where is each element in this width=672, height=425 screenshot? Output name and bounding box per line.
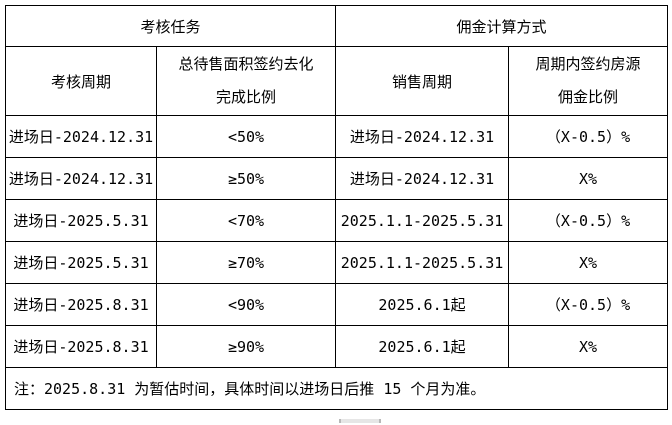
cell-commission-ratio: （X-0.5）% bbox=[508, 199, 669, 242]
header-line: 佣金比例 bbox=[558, 88, 619, 106]
table-header-row-columns: 考核周期 总待售面积签约去化 完成比例 销售周期 周期内签约房源 佣金比例 bbox=[5, 46, 669, 116]
cell-completion-ratio: ≥90% bbox=[155, 325, 337, 368]
cell-sales-period: 进场日-2024.12.31 bbox=[335, 115, 510, 158]
header-commission-method: 佣金计算方式 bbox=[335, 5, 669, 47]
table-row: 进场日-2024.12.31 <50% 进场日-2024.12.31 （X-0.… bbox=[5, 115, 669, 158]
cell-commission-ratio: X% bbox=[508, 157, 669, 200]
cell-completion-ratio: ≥50% bbox=[155, 157, 337, 200]
cell-completion-ratio: <70% bbox=[155, 199, 337, 242]
table-header-row-top: 考核任务 佣金计算方式 bbox=[4, 5, 669, 47]
cell-commission-ratio: X% bbox=[508, 325, 669, 368]
commission-assessment-table: 考核任务 佣金计算方式 考核周期 总待售面积签约去化 完成比例 销售周期 周期内… bbox=[4, 5, 669, 410]
cell-sales-period: 2025.1.1-2025.5.31 bbox=[335, 199, 510, 242]
cell-sales-period: 进场日-2024.12.31 bbox=[335, 157, 510, 200]
cell-completion-ratio: <90% bbox=[155, 283, 337, 326]
cell-commission-ratio: （X-0.5）% bbox=[508, 115, 669, 158]
cell-completion-ratio: ≥70% bbox=[155, 241, 337, 284]
table-note-row: 注：2025.8.31 为暂估时间，具体时间以进场日后推 15 个月为准。 bbox=[4, 367, 669, 410]
table-row: 进场日-2025.8.31 ≥90% 2025.6.1起 X% bbox=[5, 325, 669, 368]
cell-sales-period: 2025.6.1起 bbox=[335, 325, 510, 368]
cell-assessment-period: 进场日-2024.12.31 bbox=[5, 115, 157, 158]
header-line: 考核周期 bbox=[50, 72, 111, 91]
table-row: 进场日-2025.8.31 <90% 2025.6.1起 （X-0.5）% bbox=[5, 283, 669, 326]
table-row: 进场日-2025.5.31 <70% 2025.1.1-2025.5.31 （X… bbox=[5, 199, 669, 242]
header-assessment-task: 考核任务 bbox=[4, 5, 337, 47]
header-line: 总待售面积签约去化 bbox=[178, 55, 314, 73]
cell-assessment-period: 进场日-2025.8.31 bbox=[5, 283, 157, 326]
horizontal-scrollbar-thumb[interactable] bbox=[339, 419, 381, 423]
table-row: 进场日-2024.12.31 ≥50% 进场日-2024.12.31 X% bbox=[5, 157, 669, 200]
table-row: 进场日-2025.5.31 ≥70% 2025.1.1-2025.5.31 X% bbox=[5, 241, 669, 284]
header-sales-period: 销售周期 bbox=[335, 46, 510, 116]
cell-assessment-period: 进场日-2025.8.31 bbox=[5, 325, 157, 368]
cell-commission-ratio: （X-0.5）% bbox=[508, 283, 669, 326]
header-signing-completion-ratio: 总待售面积签约去化 完成比例 bbox=[155, 46, 337, 116]
cell-sales-period: 2025.6.1起 bbox=[335, 283, 510, 326]
header-assessment-period: 考核周期 bbox=[5, 46, 157, 116]
cell-sales-period: 2025.1.1-2025.5.31 bbox=[335, 241, 510, 284]
cell-assessment-period: 进场日-2025.5.31 bbox=[5, 199, 157, 242]
header-commission-ratio: 周期内签约房源 佣金比例 bbox=[508, 46, 669, 116]
note-text: 注：2025.8.31 为暂估时间，具体时间以进场日后推 15 个月为准。 bbox=[4, 367, 669, 410]
cell-completion-ratio: <50% bbox=[155, 115, 337, 158]
header-line: 完成比例 bbox=[216, 88, 277, 106]
cell-assessment-period: 进场日-2025.5.31 bbox=[5, 241, 157, 284]
cell-assessment-period: 进场日-2024.12.31 bbox=[5, 157, 157, 200]
cell-commission-ratio: X% bbox=[508, 241, 669, 284]
header-line: 销售周期 bbox=[392, 72, 453, 91]
header-line: 周期内签约房源 bbox=[535, 55, 641, 73]
